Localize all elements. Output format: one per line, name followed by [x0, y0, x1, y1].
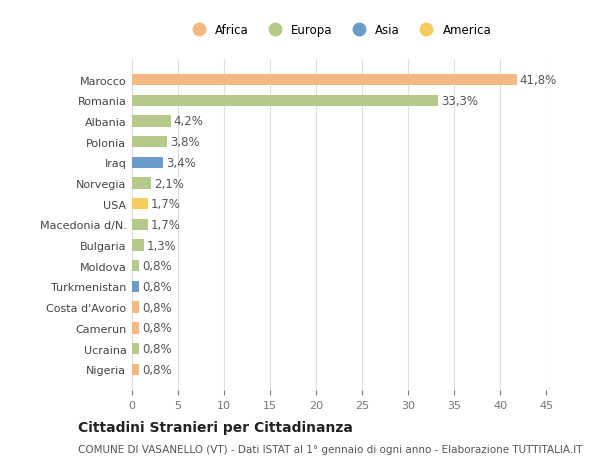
Bar [132, 95, 439, 106]
Text: 0,8%: 0,8% [142, 322, 172, 335]
Text: 0,8%: 0,8% [142, 260, 172, 273]
Text: Cittadini Stranieri per Cittadinanza: Cittadini Stranieri per Cittadinanza [78, 420, 353, 434]
Text: 3,8%: 3,8% [170, 136, 199, 149]
Bar [132, 281, 139, 292]
Text: 33,3%: 33,3% [441, 95, 478, 107]
Text: 1,7%: 1,7% [151, 218, 180, 231]
Bar [132, 323, 139, 334]
Text: 2,1%: 2,1% [154, 177, 184, 190]
Text: 0,8%: 0,8% [142, 280, 172, 293]
Bar [132, 116, 170, 127]
Bar [132, 364, 139, 375]
Bar [132, 157, 163, 168]
Bar [132, 219, 148, 230]
Text: 0,8%: 0,8% [142, 342, 172, 355]
Text: 1,3%: 1,3% [147, 239, 176, 252]
Text: 41,8%: 41,8% [520, 74, 557, 87]
Text: 3,4%: 3,4% [166, 157, 196, 169]
Bar [132, 137, 167, 148]
Bar [132, 343, 139, 354]
Text: COMUNE DI VASANELLO (VT) - Dati ISTAT al 1° gennaio di ogni anno - Elaborazione : COMUNE DI VASANELLO (VT) - Dati ISTAT al… [78, 444, 583, 454]
Text: 4,2%: 4,2% [173, 115, 203, 128]
Text: 0,8%: 0,8% [142, 301, 172, 314]
Text: 0,8%: 0,8% [142, 363, 172, 376]
Bar [132, 261, 139, 272]
Bar [132, 199, 148, 210]
Text: 1,7%: 1,7% [151, 198, 180, 211]
Legend: Africa, Europa, Asia, America: Africa, Europa, Asia, America [182, 19, 496, 42]
Bar [132, 178, 151, 189]
Bar [132, 240, 144, 251]
Bar [132, 302, 139, 313]
Bar [132, 75, 517, 86]
